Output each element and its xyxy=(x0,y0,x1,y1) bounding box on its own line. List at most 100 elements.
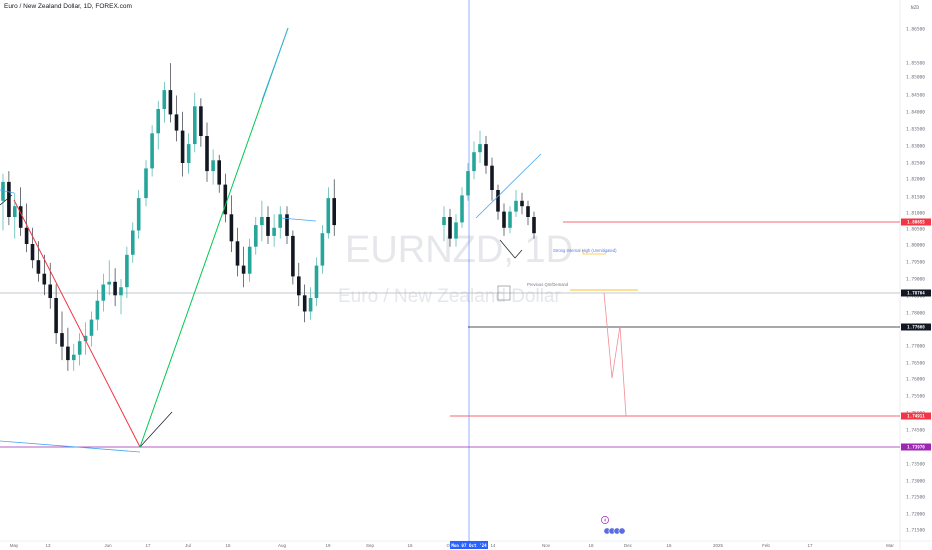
candle xyxy=(186,133,191,174)
candle-body xyxy=(42,273,47,285)
candle-body xyxy=(460,195,464,223)
candle xyxy=(247,238,252,282)
candle-body xyxy=(490,165,494,190)
candle xyxy=(320,225,325,274)
candle-body xyxy=(95,300,100,320)
candle-body xyxy=(502,211,506,228)
candle xyxy=(229,195,234,253)
candle-body xyxy=(119,287,123,296)
time-tick-label: Sep xyxy=(366,543,375,548)
candle xyxy=(83,322,88,355)
candle xyxy=(24,203,29,253)
price-tick-label: 1.82000 xyxy=(906,177,925,183)
candle-body xyxy=(297,276,301,296)
candle-body xyxy=(278,214,282,228)
trendline-red-down xyxy=(13,199,141,448)
level-tag-label: 1.80655 xyxy=(907,220,925,225)
time-tick-label: 13 xyxy=(45,543,51,548)
candle-body xyxy=(7,181,11,217)
candle xyxy=(89,311,94,347)
candle xyxy=(266,206,270,244)
candle xyxy=(180,111,185,177)
price-tick-label: 1.79000 xyxy=(906,277,925,283)
candle-body xyxy=(18,206,23,228)
candle-body xyxy=(125,254,129,288)
candle xyxy=(332,179,336,236)
candle xyxy=(42,254,47,296)
candle-body xyxy=(326,198,331,234)
watermark-symbol: EURNZD, 1D xyxy=(345,229,573,271)
time-tick-label: 14 xyxy=(490,543,496,548)
candle-body xyxy=(448,217,452,239)
candle-body xyxy=(496,190,500,212)
candle xyxy=(496,184,500,220)
candle xyxy=(520,192,524,215)
candle-body xyxy=(291,235,295,277)
time-tick-label: 18 xyxy=(588,543,594,548)
price-tick-label: 1.72000 xyxy=(906,512,925,518)
level-tag-label: 1.77660 xyxy=(907,325,925,330)
candle xyxy=(205,122,209,182)
crosshair-time-label: Mon 07 Oct '24 xyxy=(451,543,487,548)
candle xyxy=(308,287,313,320)
candle-body xyxy=(454,222,458,239)
time-tick-label: Nov xyxy=(542,543,551,548)
candle-body xyxy=(13,206,17,217)
candle-body xyxy=(113,281,117,296)
event-marker: 4 xyxy=(601,516,626,535)
time-tick-label: 16 xyxy=(666,543,672,548)
candle xyxy=(162,82,167,123)
candle xyxy=(235,227,240,277)
candle-body xyxy=(199,106,203,136)
candle xyxy=(526,200,530,226)
candle xyxy=(211,149,215,185)
candle xyxy=(174,95,179,142)
level-tag xyxy=(901,323,931,331)
candle-body xyxy=(24,227,29,244)
candle-body xyxy=(247,246,252,274)
candle xyxy=(18,187,23,236)
candle-body xyxy=(174,114,179,131)
candle xyxy=(144,160,148,207)
price-levels: 1.80655 1.78764 1.77660 1.74911 1.73970 xyxy=(0,218,931,451)
candle-body xyxy=(162,90,167,109)
candle-body xyxy=(89,319,94,336)
time-tick-label: 17 xyxy=(145,543,151,548)
candle xyxy=(466,163,470,201)
event-circle xyxy=(601,516,609,524)
candle xyxy=(514,190,518,217)
price-tick-label: 1.81000 xyxy=(906,211,925,217)
level-tag-label: 1.73970 xyxy=(907,445,925,450)
level-tag xyxy=(901,289,931,297)
candle xyxy=(48,262,52,309)
candle xyxy=(278,206,282,239)
candle-body xyxy=(314,265,319,298)
candle xyxy=(150,125,154,177)
candle-body xyxy=(332,198,336,226)
candle-body xyxy=(136,198,141,231)
price-tick-label: 1.80500 xyxy=(906,227,925,233)
candle xyxy=(254,217,258,255)
candle-body xyxy=(478,144,482,153)
annotation-strong-internal-high: Strong Internal High (Unmitigated) xyxy=(553,248,617,253)
candle xyxy=(54,284,58,344)
candle xyxy=(13,192,17,239)
price-tick-label: 1.78000 xyxy=(906,311,925,317)
time-tick-label: Feb xyxy=(762,543,770,548)
candle-body xyxy=(272,227,276,236)
level-tag xyxy=(901,443,931,451)
candle xyxy=(314,257,319,307)
time-tick-label: 2025 xyxy=(713,543,724,548)
candle xyxy=(199,98,203,147)
candle-body xyxy=(466,171,470,196)
trendline-blue-top-left xyxy=(0,189,15,194)
price-tick-label: 1.72500 xyxy=(906,495,925,501)
candle xyxy=(478,130,482,163)
candle-body xyxy=(223,184,228,215)
price-tick-label: 1.76500 xyxy=(906,361,925,367)
candle-body xyxy=(193,106,197,145)
candle-body xyxy=(508,211,512,228)
trendline-black-nov xyxy=(499,239,523,259)
trendline-blue-low xyxy=(280,217,317,222)
